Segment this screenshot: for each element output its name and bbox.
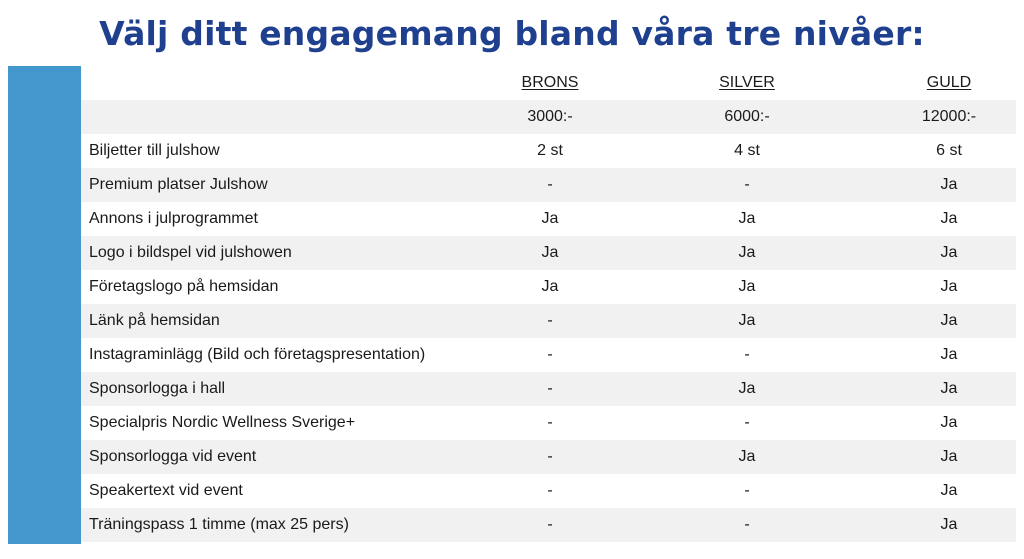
tier-header-silver: SILVER <box>719 74 775 91</box>
value-brons: - <box>547 516 553 533</box>
price-guld: 12000:- <box>921 108 977 125</box>
table-row: Speakertext vid event - - Ja <box>81 474 1016 508</box>
price-silver: 6000:- <box>724 108 770 125</box>
table-row: Sponsorlogga vid event - Ja Ja <box>81 440 1016 474</box>
benefit-label: Sponsorlogga vid event <box>89 448 257 465</box>
tier-header-brons: BRONS <box>521 74 579 91</box>
value-guld: Ja <box>940 312 958 329</box>
tier-header-guld: GULD <box>926 74 972 91</box>
value-silver: - <box>744 516 750 533</box>
benefit-label: Företagslogo på hemsidan <box>89 278 279 295</box>
table-row: Sponsorlogga i hall - Ja Ja <box>81 372 1016 406</box>
benefit-label: Biljetter till julshow <box>89 142 220 159</box>
benefit-label: Speakertext vid event <box>89 482 243 499</box>
value-silver: Ja <box>738 210 756 227</box>
value-guld: Ja <box>940 346 958 363</box>
benefit-label: Sponsorlogga i hall <box>89 380 226 397</box>
value-guld: Ja <box>940 278 958 295</box>
benefit-label: Annons i julprogrammet <box>89 210 258 227</box>
price-brons: 3000:- <box>527 108 573 125</box>
value-brons: Ja <box>541 244 559 261</box>
value-silver: Ja <box>738 278 756 295</box>
value-guld: Ja <box>940 482 958 499</box>
value-brons: - <box>547 176 553 193</box>
value-brons: - <box>547 448 553 465</box>
tier-header-row: BRONS SILVER GULD <box>81 66 1016 100</box>
value-brons: - <box>547 346 553 363</box>
value-guld: Ja <box>940 516 958 533</box>
value-guld: Ja <box>940 176 958 193</box>
value-silver: Ja <box>738 448 756 465</box>
value-silver: Ja <box>738 312 756 329</box>
benefit-label: Logo i bildspel vid julshowen <box>89 244 292 261</box>
page-title: Välj ditt engagemang bland våra tre nivå… <box>99 14 925 53</box>
value-brons: - <box>547 414 553 431</box>
benefit-label: Träningspass 1 timme (max 25 pers) <box>89 516 349 533</box>
side-accent-bar <box>8 66 81 544</box>
table-row: Träningspass 1 timme (max 25 pers) - - Ja <box>81 508 1016 542</box>
value-brons: 2 st <box>537 142 563 159</box>
value-silver: 4 st <box>734 142 760 159</box>
value-guld: Ja <box>940 210 958 227</box>
sponsorship-table: BRONS SILVER GULD 3000:- 6000:- 12000:- … <box>81 66 1016 542</box>
table-row: Biljetter till julshow 2 st 4 st 6 st <box>81 134 1016 168</box>
value-brons: Ja <box>541 210 559 227</box>
value-guld: Ja <box>940 414 958 431</box>
benefit-rows: Biljetter till julshow 2 st 4 st 6 st Premiu… <box>81 134 1016 542</box>
value-silver: - <box>744 176 750 193</box>
table-row: Specialpris Nordic Wellness Sverige+ - - Ja <box>81 406 1016 440</box>
value-guld: Ja <box>940 448 958 465</box>
benefit-label: Instagraminlägg (Bild och företagspresen… <box>89 346 426 363</box>
value-silver: - <box>744 346 750 363</box>
table-row: Logo i bildspel vid julshowen Ja Ja Ja <box>81 236 1016 270</box>
value-silver: Ja <box>738 244 756 261</box>
table-row: Premium platser Julshow - - Ja <box>81 168 1016 202</box>
table-row: Annons i julprogrammet Ja Ja Ja <box>81 202 1016 236</box>
value-guld: Ja <box>940 380 958 397</box>
value-guld: 6 st <box>936 142 962 159</box>
benefit-label: Länk på hemsidan <box>89 312 220 329</box>
value-guld: Ja <box>940 244 958 261</box>
table-row: Länk på hemsidan - Ja Ja <box>81 304 1016 338</box>
benefit-label: Premium platser Julshow <box>89 176 268 193</box>
value-brons: Ja <box>541 278 559 295</box>
value-silver: - <box>744 414 750 431</box>
value-brons: - <box>547 312 553 329</box>
benefit-label: Specialpris Nordic Wellness Sverige+ <box>89 414 356 431</box>
table-row: Instagraminlägg (Bild och företagspresen… <box>81 338 1016 372</box>
value-silver: - <box>744 482 750 499</box>
value-brons: - <box>547 482 553 499</box>
table-row: Företagslogo på hemsidan Ja Ja Ja <box>81 270 1016 304</box>
price-row: 3000:- 6000:- 12000:- <box>81 100 1016 134</box>
value-silver: Ja <box>738 380 756 397</box>
value-brons: - <box>547 380 553 397</box>
